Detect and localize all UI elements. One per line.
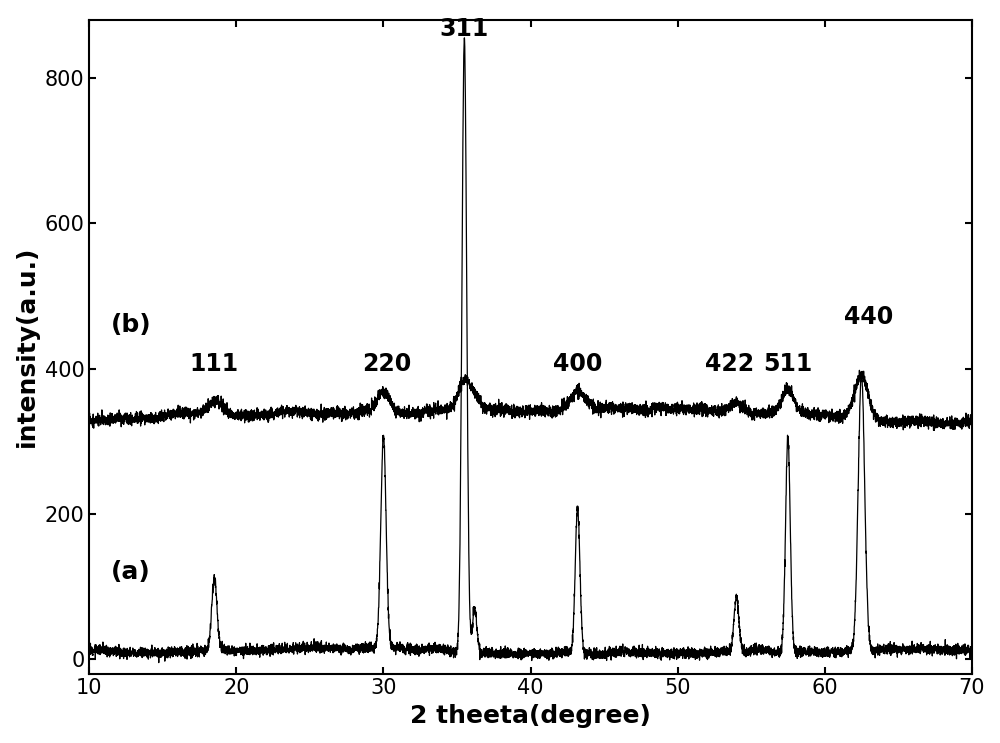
Text: 311: 311 [440,17,489,41]
Text: (a): (a) [111,560,151,584]
Text: 400: 400 [553,351,602,376]
X-axis label: 2 theeta(degree): 2 theeta(degree) [410,704,651,728]
Text: 440: 440 [844,305,893,328]
Text: (b): (b) [111,314,152,337]
Y-axis label: intensity(a.u.): intensity(a.u.) [15,246,39,447]
Text: 111: 111 [190,351,239,376]
Text: 220: 220 [362,351,411,376]
Text: 511: 511 [763,351,813,376]
Text: 422: 422 [705,351,754,376]
